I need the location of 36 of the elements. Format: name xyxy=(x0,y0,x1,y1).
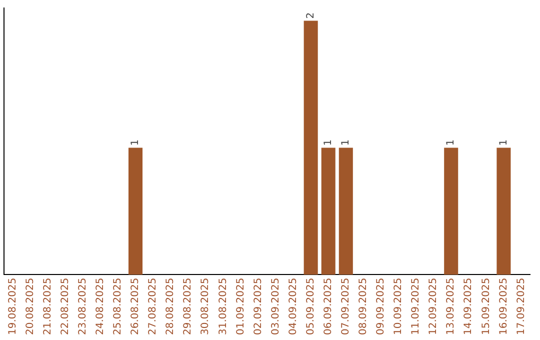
data-label: 2 xyxy=(305,12,316,19)
data-label: 1 xyxy=(322,139,334,146)
x-tick-label: 31.08.2025 xyxy=(218,278,229,336)
x-tick-label: 01.09.2025 xyxy=(235,278,246,336)
x-tick-label: 13.09.2025 xyxy=(446,278,457,336)
x-tick-label: 10.09.2025 xyxy=(393,278,404,336)
x-tick-label: 12.09.2025 xyxy=(428,278,440,336)
x-tick-label: 03.09.2025 xyxy=(270,278,282,336)
x-tick-label: 15.09.2025 xyxy=(480,278,492,336)
x-tick-label: 08.09.2025 xyxy=(358,278,370,336)
x-tick-label: 07.09.2025 xyxy=(340,278,352,336)
x-tick-label: 11.09.2025 xyxy=(410,278,422,336)
x-tick-label: 16.09.2025 xyxy=(498,278,510,336)
x-tick-label: 27.08.2025 xyxy=(148,278,159,336)
x-tick-label: 05.09.2025 xyxy=(305,278,316,336)
data-label: 1 xyxy=(498,139,510,146)
x-tick-label: 19.08.2025 xyxy=(7,278,18,336)
data-label: 1 xyxy=(340,139,352,146)
x-tick-label: 26.08.2025 xyxy=(130,278,142,336)
x-tick-label: 25.08.2025 xyxy=(112,278,124,336)
x-tick-label: 30.08.2025 xyxy=(200,278,212,336)
x-tick-label: 24.08.2025 xyxy=(95,278,106,336)
x-tick-label: 28.08.2025 xyxy=(165,278,176,336)
x-tick-label: 09.09.2025 xyxy=(376,278,387,336)
x-tick-label: 21.08.2025 xyxy=(42,278,54,336)
x-tick-label: 02.09.2025 xyxy=(252,278,264,336)
x-tick-label: 20.08.2025 xyxy=(24,278,36,336)
x-tick-label: 29.08.2025 xyxy=(182,278,194,336)
x-tick-label: 14.09.2025 xyxy=(463,278,474,336)
data-label: 1 xyxy=(130,139,142,146)
x-tick-label: 04.09.2025 xyxy=(288,278,299,336)
x-tick-label: 06.09.2025 xyxy=(322,278,334,336)
x-tick-label: 23.08.2025 xyxy=(77,278,88,336)
x-tick-label: 17.09.2025 xyxy=(516,278,527,336)
data-label: 1 xyxy=(446,139,457,146)
x-tick-label: 22.08.2025 xyxy=(60,278,71,336)
